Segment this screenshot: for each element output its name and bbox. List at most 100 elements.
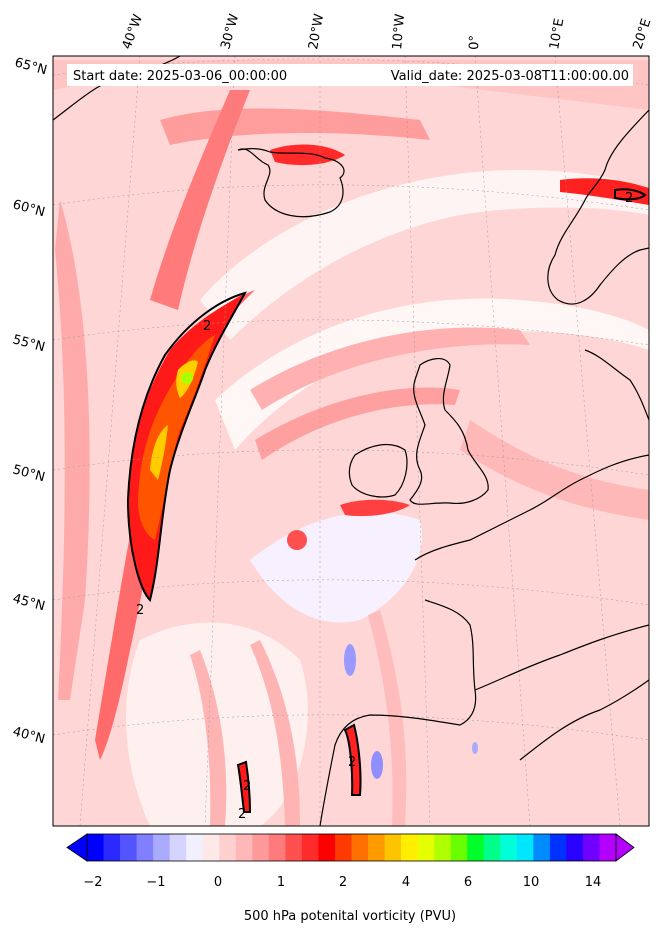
lon-label: 10°W: [390, 13, 408, 50]
contour-norway: [614, 188, 647, 201]
streak-south1: [190, 650, 227, 826]
colorbar-segment: [153, 834, 171, 861]
coast-norway: [547, 109, 649, 305]
colorbar-segment: [169, 834, 187, 861]
contour-label: 2: [203, 319, 211, 334]
coast-denmark: [584, 349, 649, 421]
coast-iceland: [237, 148, 345, 218]
pv-green-core: [181, 372, 193, 384]
lon-label: 20°E: [631, 17, 655, 51]
colorbar-segment: [434, 834, 452, 861]
pv-field: 2 2 2 2 2 2: [53, 56, 649, 826]
light-arc-mid: [215, 298, 649, 450]
contour-label: 2: [136, 603, 144, 618]
colorbar-segment: [186, 834, 204, 861]
colorbar-segment: [582, 834, 600, 861]
coast-italy: [519, 679, 649, 761]
pv-orange-core: [138, 335, 215, 540]
colorbar-segment: [219, 834, 237, 861]
colorbar-tick: 6: [464, 875, 472, 890]
colorbar-segment: [450, 834, 468, 861]
colorbar-segment: [252, 834, 270, 861]
colorbar-segment: [120, 834, 138, 861]
lat-label: 50°N: [11, 462, 47, 485]
streak-south3: [368, 610, 407, 826]
contour-main-streamer: [126, 291, 248, 602]
streak-mid: [250, 327, 530, 410]
longitude-labels: 40°W 30°W 20°W 10°W 0° 10°E 20°E: [120, 12, 655, 51]
coast-france-north: [414, 454, 649, 561]
colorbar-segment: [334, 834, 352, 861]
patch-iceland: [270, 144, 345, 166]
start-date: Start date: 2025-03-06_00:00:00: [73, 69, 287, 84]
coast-med: [474, 624, 649, 691]
lon-label: 0°: [467, 35, 483, 50]
colorbar-segment: [599, 834, 617, 861]
contour-label: 2: [243, 779, 251, 794]
neg-pv-patch2: [371, 751, 383, 779]
lon-label: 20°W: [306, 13, 327, 51]
patch-atlantic: [287, 530, 307, 550]
colorbar-ticks: −2 −1 0 1 2 4 6 10 14: [83, 875, 601, 890]
contour-iberia: [343, 723, 362, 796]
coast-iberia: [319, 599, 477, 826]
lat-label: 60°N: [11, 197, 47, 220]
contour-labels: 2 2 2 2 2 2: [136, 191, 633, 822]
colorbar-segment: [351, 834, 369, 861]
colorbar-segment: [285, 834, 303, 861]
colorbar-segment: [235, 834, 253, 861]
colorbar-segment: [268, 834, 286, 861]
colorbar-segment: [103, 834, 121, 861]
colorbar-segment: [417, 834, 435, 861]
colorbar-tick: 14: [585, 875, 602, 890]
colorbar-tick: 1: [277, 875, 285, 890]
colorbar-extend-min: [66, 833, 88, 862]
neg-pv-patch1: [344, 644, 356, 676]
colorbar-segment: [566, 834, 584, 861]
streak-east: [460, 420, 649, 520]
pv-2-contours: [126, 188, 647, 813]
latitude-labels: 65°N 60°N 55°N 50°N 45°N 40°N: [11, 55, 49, 747]
contour-label: 2: [238, 807, 246, 822]
colorbar-segment: [301, 834, 319, 861]
colorbar-label: 500 hPa potenital vorticity (PVU): [244, 909, 456, 924]
colorbar-segment: [483, 834, 501, 861]
lon-label: 40°W: [120, 12, 146, 51]
colorbar-segment: [136, 834, 154, 861]
coastlines: [53, 56, 649, 826]
lat-label: 65°N: [13, 55, 49, 78]
patch-biscay: [340, 499, 410, 517]
date-banner: [67, 64, 633, 86]
lat-label: 55°N: [11, 332, 47, 355]
colorbar-segment: [500, 834, 518, 861]
neg-pv-patch3: [472, 742, 478, 754]
pv-yellow-core1: [150, 425, 168, 480]
colorbar-segment: [467, 834, 485, 861]
colorbar-tick: 4: [402, 875, 410, 890]
colorbar-segment: [202, 834, 220, 861]
streak-mid2: [255, 387, 460, 460]
lon-label: 10°E: [547, 17, 567, 50]
map-frame: [52, 55, 650, 827]
colorbar-segment: [516, 834, 534, 861]
colorbar-segment: [318, 834, 336, 861]
lon-label: 30°W: [218, 12, 242, 51]
lat-label: 45°N: [11, 591, 47, 614]
colorbar: [66, 833, 635, 862]
colorbar-segment: [401, 834, 419, 861]
coast-britain: [409, 358, 489, 505]
colorbar-extend-max: [615, 833, 635, 862]
colorbar-tick: 0: [214, 875, 222, 890]
colorbar-segment: [549, 834, 567, 861]
graticule: [53, 56, 649, 826]
valid-date: Valid_date: 2025-03-08T11:00:00.00: [391, 69, 629, 84]
colorbar-segment: [87, 834, 105, 861]
contour-south-west: [236, 760, 252, 813]
colorbar-segment: [384, 834, 402, 861]
streak-south2: [250, 640, 300, 826]
contour-label: 2: [348, 755, 356, 770]
coast-ireland: [348, 443, 408, 498]
contour-label: 2: [625, 191, 633, 206]
colorbar-frame: [86, 833, 617, 862]
